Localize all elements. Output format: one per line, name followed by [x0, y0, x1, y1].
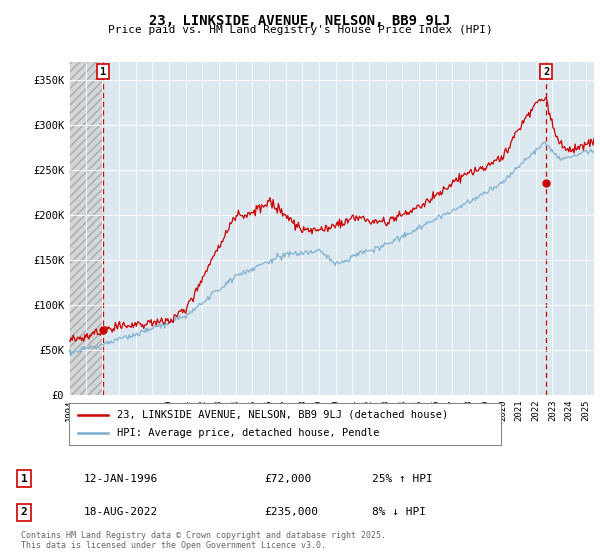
- Text: 2: 2: [20, 507, 28, 517]
- Text: 23, LINKSIDE AVENUE, NELSON, BB9 9LJ (detached house): 23, LINKSIDE AVENUE, NELSON, BB9 9LJ (de…: [116, 410, 448, 420]
- Text: 2: 2: [543, 67, 549, 77]
- Text: 12-JAN-1996: 12-JAN-1996: [84, 474, 158, 484]
- Text: HPI: Average price, detached house, Pendle: HPI: Average price, detached house, Pend…: [116, 428, 379, 438]
- Text: 8% ↓ HPI: 8% ↓ HPI: [372, 507, 426, 517]
- Text: Price paid vs. HM Land Registry's House Price Index (HPI): Price paid vs. HM Land Registry's House …: [107, 25, 493, 35]
- Bar: [69, 62, 103, 395]
- Text: £72,000: £72,000: [264, 474, 311, 484]
- Text: 18-AUG-2022: 18-AUG-2022: [84, 507, 158, 517]
- Bar: [69, 62, 103, 395]
- Text: 1: 1: [20, 474, 28, 484]
- Text: 23, LINKSIDE AVENUE, NELSON, BB9 9LJ: 23, LINKSIDE AVENUE, NELSON, BB9 9LJ: [149, 14, 451, 28]
- Text: £235,000: £235,000: [264, 507, 318, 517]
- Text: Contains HM Land Registry data © Crown copyright and database right 2025.
This d: Contains HM Land Registry data © Crown c…: [21, 530, 386, 550]
- Text: 1: 1: [100, 67, 106, 77]
- Text: 25% ↑ HPI: 25% ↑ HPI: [372, 474, 433, 484]
